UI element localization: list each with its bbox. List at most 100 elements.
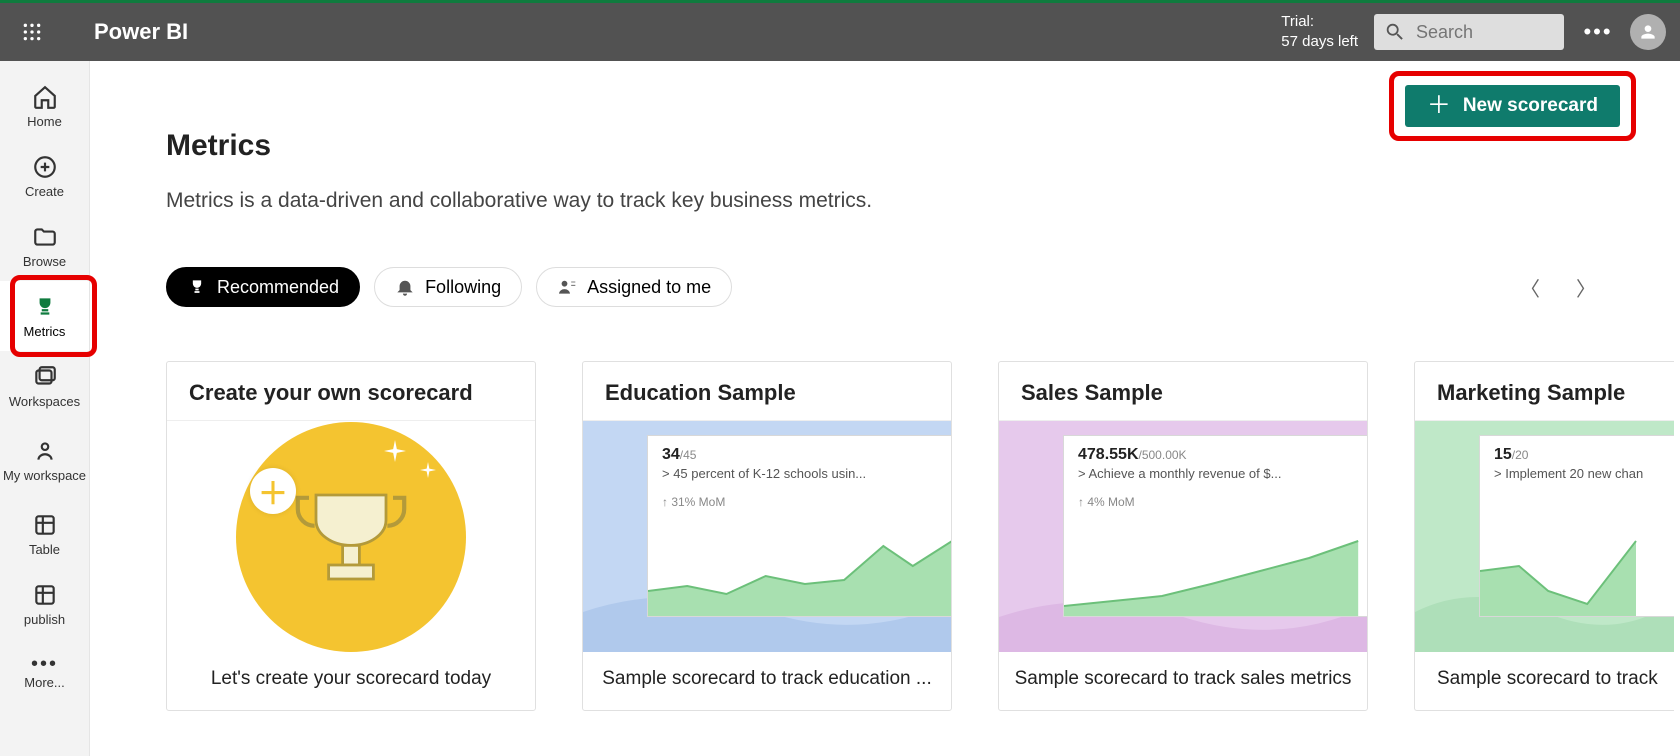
new-scorecard-button[interactable]: ＋ New scorecard: [1405, 85, 1620, 127]
sidebar-label: Create: [25, 184, 64, 199]
card-title: Marketing Sample: [1415, 362, 1674, 421]
table-icon: [32, 512, 58, 538]
folder-icon: [32, 224, 58, 250]
main-content: ＋ New scorecard Metrics Metrics is a dat…: [90, 61, 1680, 756]
sidebar-label: Browse: [23, 254, 66, 269]
sidebar-label: Workspaces: [9, 394, 80, 409]
sidebar-label: My workspace: [3, 468, 86, 483]
trial-line2: 57 days left: [1281, 32, 1358, 52]
sidebar-label: Home: [27, 114, 62, 129]
trophy-large-icon: [281, 467, 421, 607]
card-title: Sales Sample: [999, 362, 1367, 421]
person-small-icon: [32, 438, 58, 464]
card-body: 15/20 > Implement 20 new chan: [1415, 421, 1674, 652]
search-box[interactable]: [1374, 14, 1564, 50]
person-icon: [1638, 22, 1658, 42]
sidebar-item-metrics[interactable]: Metrics: [0, 281, 89, 351]
workspaces-icon: [32, 364, 58, 390]
sidebar-label: publish: [24, 612, 65, 627]
trophy-small-icon: [187, 277, 207, 297]
search-icon: [1384, 21, 1406, 43]
card-sales-sample[interactable]: Sales Sample 478.55K/500.00K > Achieve a…: [998, 361, 1368, 711]
sidebar: Home Create Browse Metrics Workspaces My…: [0, 61, 90, 756]
sidebar-item-workspaces[interactable]: Workspaces: [0, 351, 89, 421]
trophy-illustration: ＋: [236, 422, 466, 652]
sparkle-icon: [384, 440, 406, 462]
app-name: Power BI: [94, 19, 188, 45]
header-more-icon[interactable]: •••: [1578, 19, 1618, 45]
card-title: Education Sample: [583, 362, 951, 421]
sparkline: [648, 536, 952, 616]
card-body: 34/45 > 45 percent of K-12 schools usin.…: [583, 421, 951, 652]
user-avatar[interactable]: [1630, 14, 1666, 50]
sidebar-item-my-workspace[interactable]: My workspace: [0, 421, 89, 499]
pill-label: Recommended: [217, 277, 339, 298]
sidebar-label: More...: [24, 675, 64, 690]
card-footer: Sample scorecard to track: [1415, 652, 1674, 710]
metric-denom: /45: [680, 448, 697, 462]
pill-assigned[interactable]: Assigned to me: [536, 267, 732, 307]
trophy-icon: [32, 294, 58, 320]
assigned-icon: [557, 277, 577, 297]
metric-value: 478.55K: [1078, 446, 1139, 463]
card-footer: Let's create your scorecard today: [167, 652, 535, 710]
sidebar-label: Metrics: [24, 324, 66, 339]
card-footer: Sample scorecard to track sales metrics: [999, 652, 1367, 710]
page-title: Metrics: [166, 129, 1680, 163]
metric-denom: /500.00K: [1139, 448, 1187, 462]
new-scorecard-label: New scorecard: [1463, 95, 1598, 117]
sidebar-item-home[interactable]: Home: [0, 71, 89, 141]
sparkline: [1480, 536, 1674, 616]
search-input[interactable]: [1416, 22, 1536, 43]
sidebar-item-browse[interactable]: Browse: [0, 211, 89, 281]
trial-status: Trial: 57 days left: [1281, 12, 1358, 52]
card-body: ＋: [167, 421, 535, 652]
metric-desc: > Achieve a monthly revenue of $...: [1078, 466, 1354, 481]
sidebar-label: Table: [29, 542, 60, 557]
new-scorecard-wrap: ＋ New scorecard: [1405, 85, 1620, 127]
card-marketing-sample[interactable]: Marketing Sample 15/20 > Implement 20 ne…: [1414, 361, 1674, 711]
bell-icon: [395, 277, 415, 297]
card-title: Create your own scorecard: [167, 362, 535, 421]
card-education-sample[interactable]: Education Sample 34/45 > 45 percent of K…: [582, 361, 952, 711]
pill-following[interactable]: Following: [374, 267, 522, 307]
sidebar-item-publish[interactable]: publish: [0, 569, 89, 639]
app-header: Power BI Trial: 57 days left •••: [0, 3, 1680, 61]
more-icon: •••: [31, 659, 58, 669]
scorecard-cards: Create your own scorecard ＋: [166, 361, 1680, 711]
metric-mini-panel: 34/45 > 45 percent of K-12 schools usin.…: [647, 435, 952, 617]
card-pager: 〈 〉: [1520, 273, 1596, 302]
metric-value: 34: [662, 446, 680, 463]
metric-desc: > Implement 20 new chan: [1494, 466, 1661, 481]
metric-denom: /20: [1512, 448, 1529, 462]
sidebar-item-table[interactable]: Table: [0, 499, 89, 569]
pill-recommended[interactable]: Recommended: [166, 267, 360, 307]
card-footer: Sample scorecard to track education ...: [583, 652, 951, 710]
sidebar-item-create[interactable]: Create: [0, 141, 89, 211]
sparkline: [1064, 536, 1368, 616]
app-launcher-icon[interactable]: [14, 14, 50, 50]
home-icon: [32, 84, 58, 110]
plus-icon: ＋: [1427, 94, 1451, 118]
plus-circle-icon: [32, 154, 58, 180]
pager-next[interactable]: 〉: [1576, 273, 1596, 302]
trial-line1: Trial:: [1281, 12, 1358, 32]
metric-mini-panel: 15/20 > Implement 20 new chan: [1479, 435, 1674, 617]
publish-icon: [32, 582, 58, 608]
page-subtitle: Metrics is a data-driven and collaborati…: [166, 189, 1680, 213]
pill-label: Assigned to me: [587, 277, 711, 298]
sidebar-item-more[interactable]: ••• More...: [0, 639, 89, 709]
card-create-scorecard[interactable]: Create your own scorecard ＋: [166, 361, 536, 711]
metric-mini-panel: 478.55K/500.00K > Achieve a monthly reve…: [1063, 435, 1368, 617]
sparkle-icon: [420, 462, 436, 478]
metric-mom: ↑ 31% MoM: [662, 495, 938, 509]
filter-pills: Recommended Following Assigned to me 〈 〉: [166, 267, 1680, 307]
app-shell: Home Create Browse Metrics Workspaces My…: [0, 61, 1680, 756]
metric-value: 15: [1494, 446, 1512, 463]
card-body: 478.55K/500.00K > Achieve a monthly reve…: [999, 421, 1367, 652]
metric-mom: ↑ 4% MoM: [1078, 495, 1354, 509]
plus-badge-icon: ＋: [250, 468, 296, 514]
pill-label: Following: [425, 277, 501, 298]
metric-desc: > 45 percent of K-12 schools usin...: [662, 466, 938, 481]
pager-prev[interactable]: 〈: [1520, 273, 1540, 302]
